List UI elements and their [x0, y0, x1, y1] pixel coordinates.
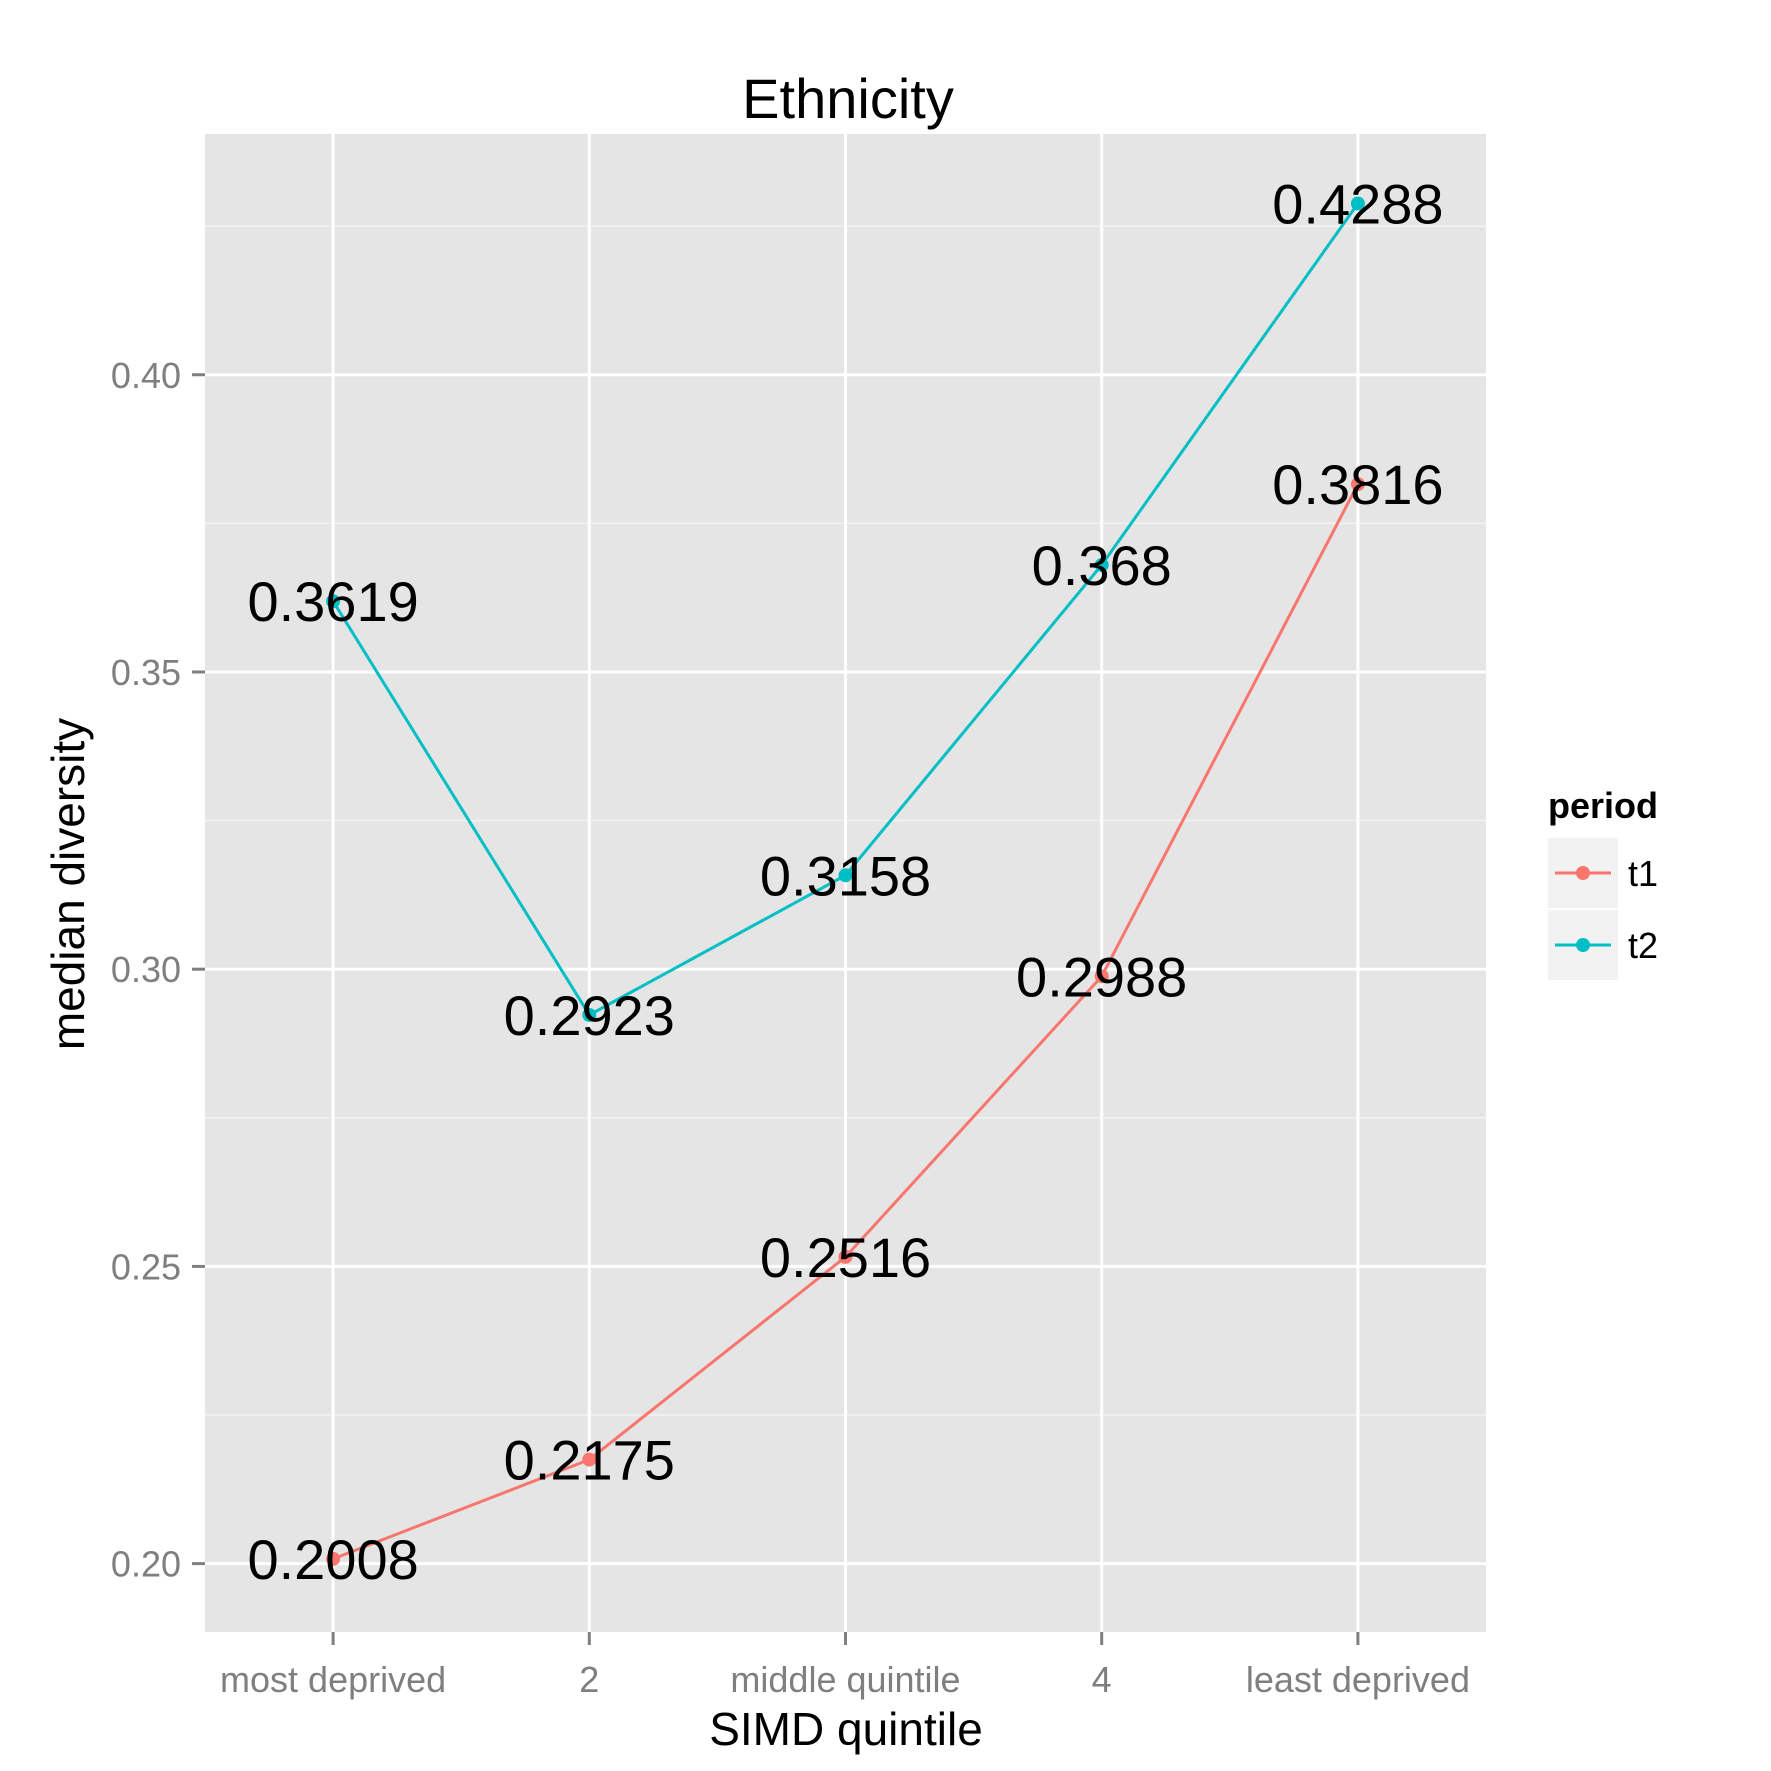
y-tick-label: 0.20 [111, 1544, 181, 1585]
data-point-t2 [838, 868, 853, 883]
data-point-t1 [1094, 969, 1109, 984]
data-point-t1 [1350, 477, 1365, 492]
data-label-t2: 0.4288 [1272, 173, 1443, 236]
data-point-t1 [582, 1452, 597, 1467]
legend-label-t2: t2 [1628, 925, 1658, 966]
x-axis-title: SIMD quintile [709, 1703, 983, 1755]
y-tick-label: 0.35 [111, 652, 181, 693]
data-label-t1: 0.3816 [1272, 453, 1443, 516]
data-label-t1: 0.2516 [760, 1226, 931, 1289]
data-label-t2: 0.368 [1032, 534, 1172, 597]
x-tick-label: most deprived [220, 1659, 446, 1700]
data-point-t2 [1350, 196, 1365, 211]
data-point-t2 [326, 594, 341, 609]
data-point-t1 [326, 1551, 341, 1566]
axis-layer: 0.20 0.25 0.30 0.35 0.40 most deprived 2 middle… [111, 355, 1470, 1700]
x-tick-label: 2 [579, 1659, 599, 1700]
data-label-t2: 0.3158 [760, 844, 931, 907]
legend-label-t1: t1 [1628, 853, 1658, 894]
legend-point-t2 [1576, 938, 1590, 952]
chart-title: Ethnicity [742, 67, 954, 130]
y-tick-label: 0.30 [111, 949, 181, 990]
data-label-t1: 0.2008 [247, 1528, 418, 1591]
y-tick-label: 0.40 [111, 355, 181, 396]
data-label-t2: 0.3619 [247, 570, 418, 633]
series-layer [326, 196, 1365, 1566]
x-tick-label: least deprived [1246, 1659, 1470, 1700]
grid-layer [205, 134, 1486, 1632]
y-tick-label: 0.25 [111, 1246, 181, 1287]
x-tick-label: middle quintile [730, 1659, 960, 1700]
data-label-t1: 0.2175 [504, 1429, 675, 1492]
legend-title: period [1548, 785, 1658, 826]
y-axis-title: median diversity [42, 718, 94, 1050]
data-label-t1: 0.2988 [1016, 945, 1187, 1008]
data-point-t2 [1094, 557, 1109, 572]
data-label-t2: 0.2923 [504, 984, 675, 1047]
x-tick-label: 4 [1092, 1659, 1112, 1700]
legend: period t1 t2 [1548, 785, 1658, 980]
legend-point-t1 [1576, 866, 1590, 880]
legend-items: t1 t2 [1548, 838, 1658, 980]
data-point-t2 [582, 1007, 597, 1022]
data-label-layer: 0.2008 0.2175 0.2516 0.2988 0.3816 0.3619 0.29… [247, 173, 1443, 1591]
data-point-t1 [838, 1249, 853, 1264]
